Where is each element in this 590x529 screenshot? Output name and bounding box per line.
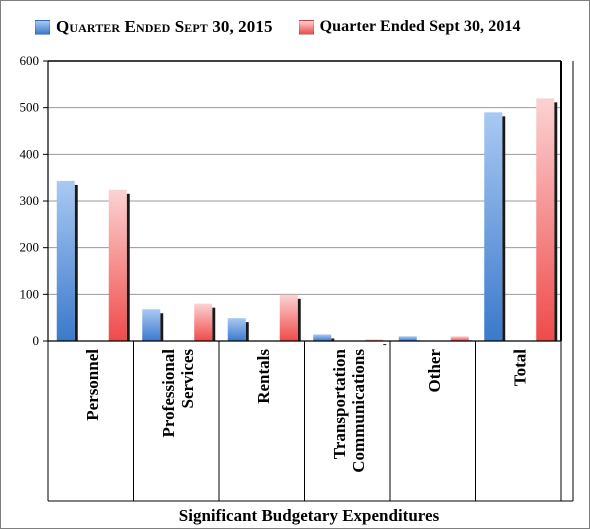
y-tick-label: 500 xyxy=(20,100,40,115)
bar-shadows xyxy=(74,102,558,346)
bar-shadow xyxy=(126,193,130,341)
y-tick-label: 300 xyxy=(20,193,40,208)
x-category-label: Rentals xyxy=(254,349,273,404)
bar-2015-0 xyxy=(56,180,75,341)
bar-shadow xyxy=(212,307,216,341)
bar-2014-4 xyxy=(450,336,469,341)
bar-shadow xyxy=(554,102,558,341)
bar-2015-4 xyxy=(398,336,417,341)
x-category-label: Communications xyxy=(349,349,368,473)
x-category-label: Personnel xyxy=(83,349,102,421)
legend-item-2014: Quarter Ended Sept 30, 2014 xyxy=(298,18,521,36)
bar-2014-2 xyxy=(279,294,298,341)
bars xyxy=(56,98,555,341)
bar-shadow xyxy=(74,184,78,341)
bar-2014-5 xyxy=(536,98,555,341)
axis-labels: 0 100 200 300 400 500 600 Personnel Professional… xyxy=(20,53,530,525)
bar-shadow xyxy=(383,344,387,346)
bar-shadow xyxy=(297,298,301,341)
x-category-label: Other xyxy=(425,349,444,393)
legend-swatch-2015 xyxy=(35,19,50,35)
bar-2015-2 xyxy=(227,318,246,341)
x-category-label: Total xyxy=(510,349,529,386)
legend-swatch-2014 xyxy=(298,19,314,35)
bar-2014-3 xyxy=(365,339,384,341)
bar-2015-3 xyxy=(313,334,332,341)
bar-shadow xyxy=(160,313,164,341)
y-tick-label: 100 xyxy=(20,286,40,301)
bar-2015-1 xyxy=(142,309,161,341)
bar-2014-0 xyxy=(108,189,127,341)
x-category-label: Transportation xyxy=(330,348,349,459)
bar-2014-1 xyxy=(194,303,213,341)
bar-shadow xyxy=(245,322,249,341)
axes xyxy=(47,60,574,502)
y-tick-label: 200 xyxy=(20,240,40,255)
x-category-label: Services xyxy=(178,349,197,409)
legend-item-2015: Quarter Ended Sept 30, 2015 xyxy=(35,17,273,37)
y-tick-label: 600 xyxy=(20,53,40,68)
bar-2015-5 xyxy=(484,112,503,341)
bar-shadow xyxy=(502,116,506,341)
y-tick-label: 0 xyxy=(33,333,40,348)
legend: Quarter Ended Sept 30, 2015 Quarter Ende… xyxy=(35,16,547,38)
legend-label-2014: Quarter Ended Sept 30, 2014 xyxy=(319,18,521,35)
x-category-label: Professional xyxy=(159,349,178,438)
legend-label-2015: Quarter Ended Sept 30, 2015 xyxy=(56,17,273,36)
bar-shadow xyxy=(331,338,335,341)
y-tick-label: 400 xyxy=(20,146,40,161)
x-axis-title: Significant Budgetary Expenditures xyxy=(179,506,440,525)
